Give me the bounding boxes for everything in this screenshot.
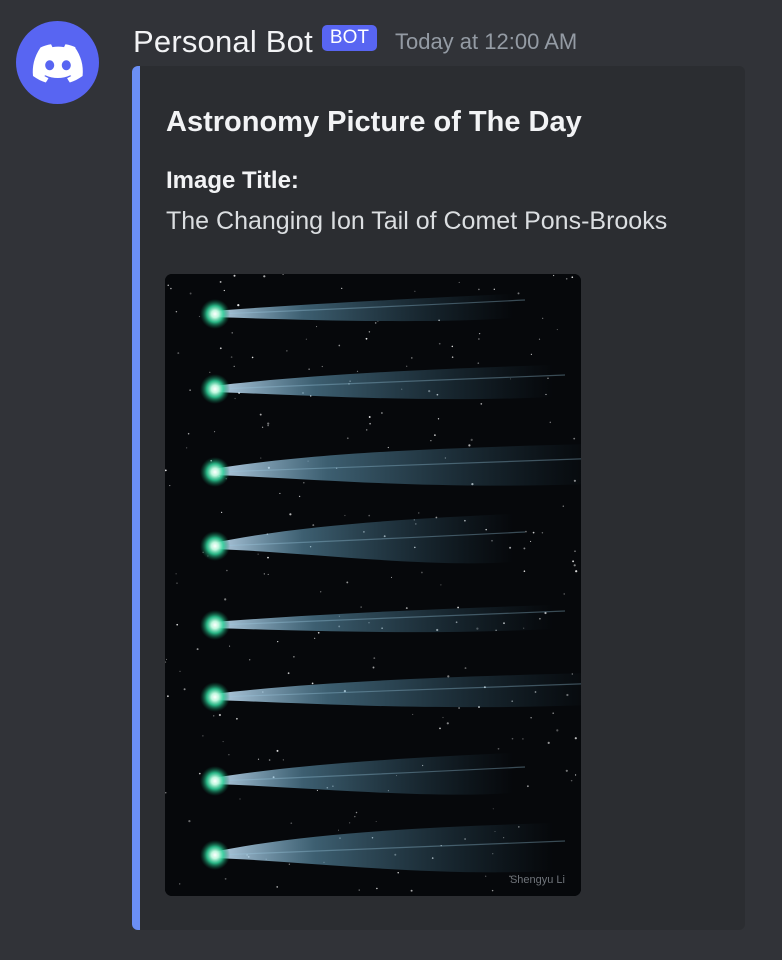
embed-image[interactable]: Shengyu Li <box>165 274 581 896</box>
message-header: Personal Bot BOT Today at 12:00 AM <box>133 22 577 62</box>
bot-badge: BOT <box>321 25 377 51</box>
embed-field-name: Image Title: <box>166 167 299 194</box>
message-timestamp: Today at 12:00 AM <box>394 29 578 54</box>
username[interactable]: Personal Bot <box>133 24 313 59</box>
embed-title: Astronomy Picture of The Day <box>166 106 582 138</box>
message-embed: Astronomy Picture of The Day Image Title… <box>132 66 745 930</box>
comet-photo <box>165 274 581 896</box>
discord-logo-icon <box>32 43 83 82</box>
embed-field-value: The Changing Ion Tail of Comet Pons-Broo… <box>166 207 668 235</box>
bot-avatar[interactable] <box>16 21 99 104</box>
image-credit: Shengyu Li <box>509 874 565 886</box>
